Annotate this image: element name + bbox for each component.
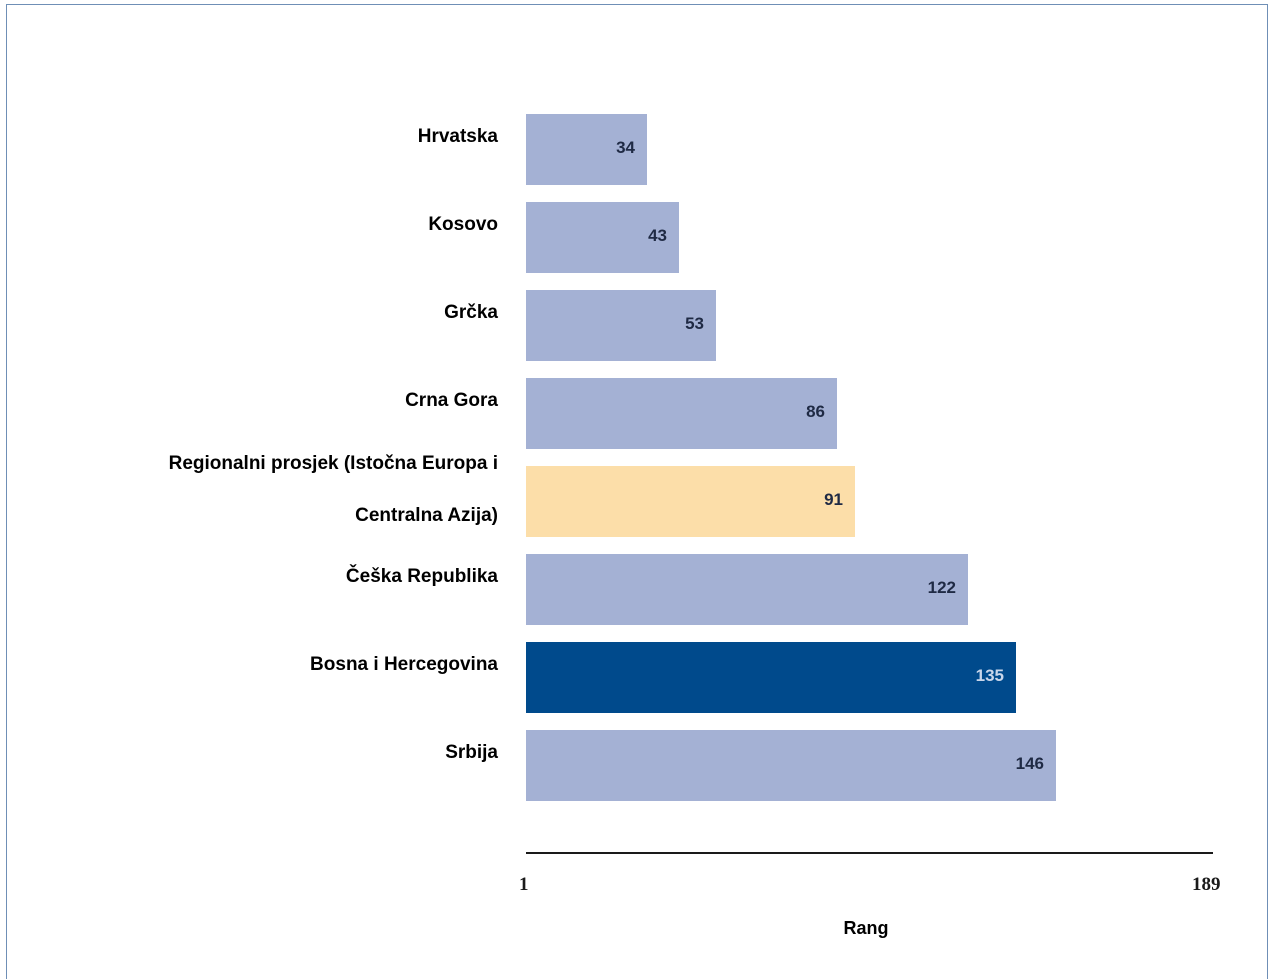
bar-1 <box>526 202 679 273</box>
bar-2 <box>526 290 716 361</box>
bar-value-label: 86 <box>806 402 825 421</box>
x-tick-label-max: 189 <box>1192 874 1221 895</box>
category-label: Grčka <box>444 302 498 323</box>
bar-value-label: 34 <box>616 138 635 157</box>
category-label: Bosna i Hercegovina <box>310 654 498 675</box>
x-tick-label-min: 1 <box>519 874 529 895</box>
bar-7 <box>526 730 1056 801</box>
bar-value-label: 146 <box>1015 754 1044 773</box>
category-label: Češka Republika <box>345 566 498 587</box>
category-label: Srbija <box>445 742 498 763</box>
bar-value-label: 43 <box>648 226 667 245</box>
bar-value-label: 122 <box>927 578 956 597</box>
x-axis-title: Rang <box>843 918 889 938</box>
bar-value-label: 53 <box>685 314 704 333</box>
bar-5 <box>526 554 968 625</box>
category-label: Crna Gora <box>405 390 498 411</box>
category-label: Hrvatska <box>417 126 498 147</box>
bar-value-label: 135 <box>975 666 1004 685</box>
x-axis-line <box>526 852 1213 854</box>
bar-6 <box>526 642 1016 713</box>
bar-4 <box>526 466 855 537</box>
bar-3 <box>526 378 837 449</box>
category-label: Regionalni prosjek (Istočna Europa i <box>168 453 498 474</box>
category-label: Kosovo <box>428 214 498 235</box>
bar-value-label: 91 <box>824 490 843 509</box>
category-label: Centralna Azija) <box>355 505 498 526</box>
bar-0 <box>526 114 647 185</box>
